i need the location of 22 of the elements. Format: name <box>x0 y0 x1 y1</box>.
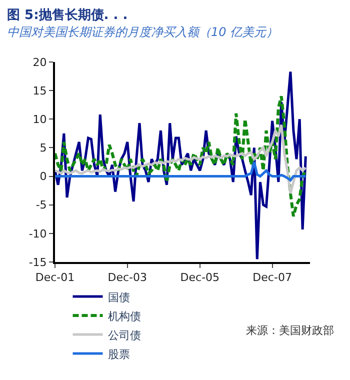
line-series <box>55 124 307 195</box>
line-series <box>55 94 308 218</box>
x-tick-label: Dec-03 <box>108 271 148 284</box>
x-tick-label: Dec-01 <box>35 271 75 284</box>
y-tick-label: -10 <box>28 227 47 240</box>
chart-subtitle: 中国对美国长期证券的月度净买入额（10 亿美元） <box>7 24 278 39</box>
y-tick-label: 10 <box>32 112 47 126</box>
y-tick-label: 0 <box>40 170 47 184</box>
y-tick-label: -15 <box>28 256 47 269</box>
legend-label: 国债 <box>108 290 130 304</box>
legend-label: 机构债 <box>108 310 141 323</box>
line-series <box>55 160 307 182</box>
x-tick-label: Dec-05 <box>180 271 220 284</box>
source-note: 来源：美国财政部 <box>246 324 334 337</box>
legend-label: 股票 <box>108 348 130 361</box>
y-tick-label: 20 <box>32 56 47 69</box>
y-tick-label: 15 <box>32 84 47 98</box>
y-tick-label: -5 <box>36 198 47 212</box>
x-tick-label: Dec-07 <box>252 271 292 284</box>
legend-label: 公司债 <box>108 328 141 342</box>
chart-title: 图 5:抛售长期债. . . <box>7 8 128 23</box>
y-tick-label: 5 <box>40 142 47 155</box>
